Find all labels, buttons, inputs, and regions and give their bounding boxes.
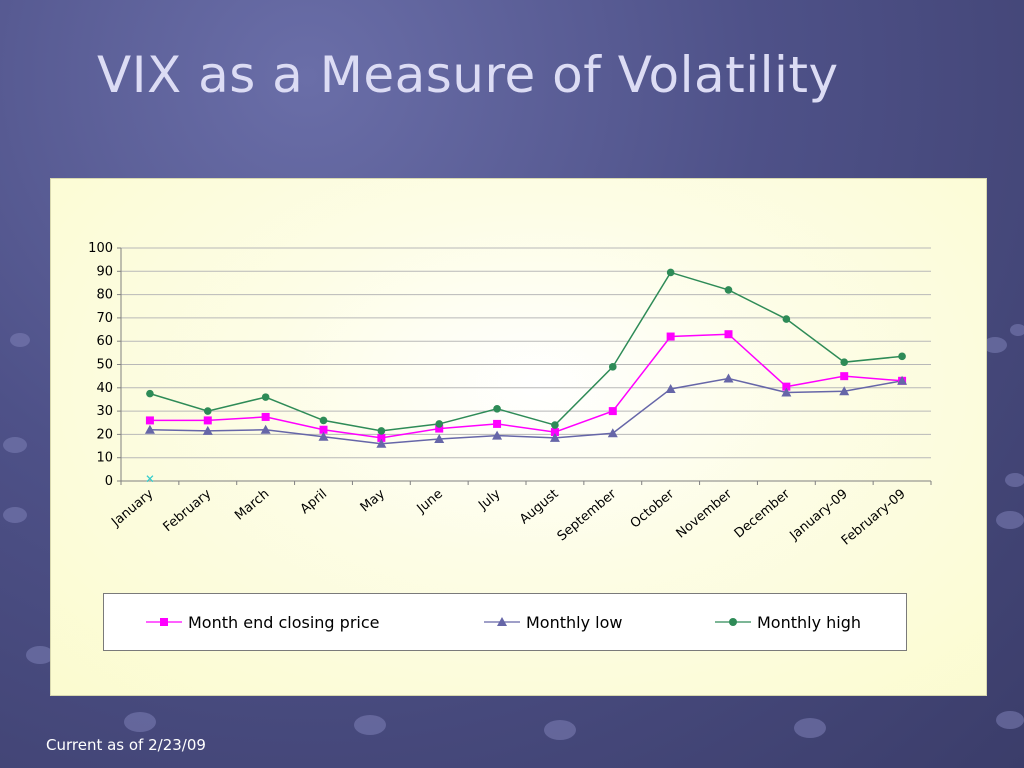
point-low-2	[260, 424, 271, 434]
legend-label-low: Monthly low	[526, 612, 623, 632]
series-line-high	[149, 271, 903, 432]
point-high-6	[493, 404, 501, 413]
x-tick-label-3: April	[298, 487, 330, 518]
point-closing-5	[435, 424, 444, 433]
triangle-marker-icon	[484, 617, 520, 626]
point-closing-3	[319, 425, 328, 434]
point-low-3	[318, 431, 329, 441]
legend-marker-low	[497, 617, 507, 626]
x-tick-label-0: January	[108, 486, 156, 530]
legend-item-high: Monthly high	[713, 612, 861, 632]
slide-title: VIX as a Measure of Volatility	[97, 46, 839, 104]
point-closing-9	[666, 332, 675, 341]
y-tick-label-60: 60	[96, 334, 113, 349]
legend-label-high: Monthly high	[757, 612, 862, 632]
x-tick-label-8: September	[555, 486, 620, 544]
y-tick-label-40: 40	[96, 381, 113, 396]
point-high-5	[435, 420, 444, 428]
y-tick-label-90: 90	[96, 264, 113, 279]
point-closing-1	[203, 416, 212, 425]
series-line-low	[149, 377, 903, 445]
square-marker-icon	[146, 618, 182, 626]
x-tick-label-10: November	[674, 486, 736, 541]
point-closing-4	[377, 433, 386, 442]
point-low-4	[376, 438, 387, 448]
point-high-9	[666, 268, 675, 277]
x-tick-label-7: August	[517, 487, 561, 528]
point-low-0	[144, 424, 155, 434]
point-closing-7	[550, 428, 559, 437]
chart-legend: Month end closing price Monthly low Mont…	[103, 593, 907, 651]
footer-note: Current as of 2/23/09	[46, 736, 206, 754]
point-low-7	[549, 432, 560, 442]
point-high-2	[261, 393, 270, 401]
point-low-10	[723, 373, 734, 383]
y-tick-label-100: 100	[88, 241, 113, 256]
point-high-11	[782, 315, 791, 323]
y-tick-label-70: 70	[96, 311, 113, 326]
point-low-11	[781, 387, 792, 397]
point-high-4	[377, 427, 386, 435]
vix-line-chart: 0 10 20 30 40 50 60 70 80 90 100 January February Mar…	[88, 241, 932, 549]
point-low-6	[492, 430, 503, 440]
x-tick-label-6: July	[475, 486, 504, 513]
y-tick-label-80: 80	[96, 288, 113, 303]
point-high-3	[319, 416, 328, 425]
x-tick-label-2: March	[232, 487, 272, 524]
series-line-closing	[149, 333, 903, 439]
point-high-12	[840, 358, 849, 366]
point-high-8	[608, 363, 617, 371]
legend-item-closing: Month end closing price	[144, 612, 379, 632]
point-closing-6	[493, 419, 502, 428]
x-tick-label-5: June	[414, 487, 446, 517]
point-high-0	[146, 389, 154, 398]
legend-marker-closing	[160, 618, 168, 626]
x-tick-label-13: February-09	[839, 487, 909, 549]
point-high-13	[898, 352, 906, 361]
point-low-5	[434, 434, 445, 444]
legend-marker-high	[729, 618, 737, 626]
chart-panel: 0 10 20 30 40 50 60 70 80 90 100 January February Mar…	[50, 178, 987, 696]
y-tick-label-10: 10	[96, 451, 113, 466]
point-closing-8	[608, 407, 617, 416]
x-tick-label-11: December	[732, 486, 794, 541]
y-tick-label-20: 20	[96, 427, 113, 442]
point-high-10	[724, 286, 733, 294]
point-low-1	[202, 425, 213, 435]
legend-item-low: Monthly low	[482, 612, 622, 632]
circle-marker-icon	[715, 618, 751, 626]
point-closing-12	[840, 372, 849, 381]
x-tick-label-1: February	[161, 486, 215, 535]
legend-label-closing: Month end closing price	[188, 612, 380, 632]
point-low-13	[897, 375, 908, 385]
x-marker-icon	[146, 475, 154, 483]
point-high-1	[203, 407, 212, 415]
y-tick-label-30: 30	[96, 404, 113, 419]
point-high-7	[551, 421, 559, 429]
point-low-8	[607, 428, 618, 438]
point-closing-2	[261, 412, 270, 421]
point-low-9	[665, 383, 676, 393]
x-tick-label-9: October	[628, 486, 678, 531]
point-closing-10	[724, 330, 733, 339]
point-low-12	[839, 386, 850, 396]
point-closing-0	[145, 416, 154, 425]
point-closing-11	[782, 382, 791, 391]
x-tick-label-4: May	[358, 486, 388, 515]
y-tick-label-0: 0	[105, 474, 113, 489]
y-tick-label-50: 50	[96, 358, 113, 373]
